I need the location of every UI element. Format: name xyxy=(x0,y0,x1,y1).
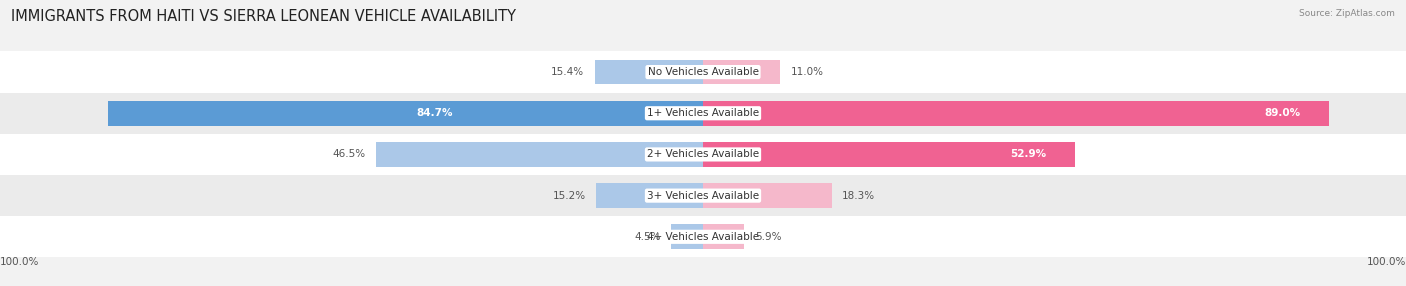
Text: 100.0%: 100.0% xyxy=(0,257,39,267)
Text: No Vehicles Available: No Vehicles Available xyxy=(648,67,758,77)
Text: 84.7%: 84.7% xyxy=(416,108,453,118)
Text: 11.0%: 11.0% xyxy=(790,67,824,77)
Bar xyxy=(703,142,1074,167)
Text: 3+ Vehicles Available: 3+ Vehicles Available xyxy=(647,191,759,200)
Text: 15.2%: 15.2% xyxy=(553,191,586,200)
Text: Source: ZipAtlas.com: Source: ZipAtlas.com xyxy=(1299,9,1395,17)
Bar xyxy=(107,101,703,126)
Text: 2+ Vehicles Available: 2+ Vehicles Available xyxy=(647,150,759,159)
Bar xyxy=(0,216,1406,257)
Text: 4.5%: 4.5% xyxy=(634,232,661,242)
Text: 100.0%: 100.0% xyxy=(1367,257,1406,267)
Text: 52.9%: 52.9% xyxy=(1011,150,1046,159)
Text: 5.9%: 5.9% xyxy=(755,232,782,242)
Bar xyxy=(672,225,703,249)
Bar xyxy=(595,60,703,84)
Bar xyxy=(596,183,703,208)
Bar xyxy=(703,225,745,249)
Text: IMMIGRANTS FROM HAITI VS SIERRA LEONEAN VEHICLE AVAILABILITY: IMMIGRANTS FROM HAITI VS SIERRA LEONEAN … xyxy=(11,9,516,23)
Text: 4+ Vehicles Available: 4+ Vehicles Available xyxy=(647,232,759,242)
Bar xyxy=(0,134,1406,175)
Bar xyxy=(703,101,1329,126)
Text: 46.5%: 46.5% xyxy=(332,150,366,159)
Bar xyxy=(375,142,703,167)
Text: 89.0%: 89.0% xyxy=(1264,108,1301,118)
Text: 18.3%: 18.3% xyxy=(842,191,876,200)
Bar xyxy=(0,175,1406,216)
Bar xyxy=(703,183,832,208)
Text: 1+ Vehicles Available: 1+ Vehicles Available xyxy=(647,108,759,118)
Text: 15.4%: 15.4% xyxy=(551,67,585,77)
Bar xyxy=(0,93,1406,134)
Bar xyxy=(0,51,1406,93)
Bar xyxy=(703,60,780,84)
